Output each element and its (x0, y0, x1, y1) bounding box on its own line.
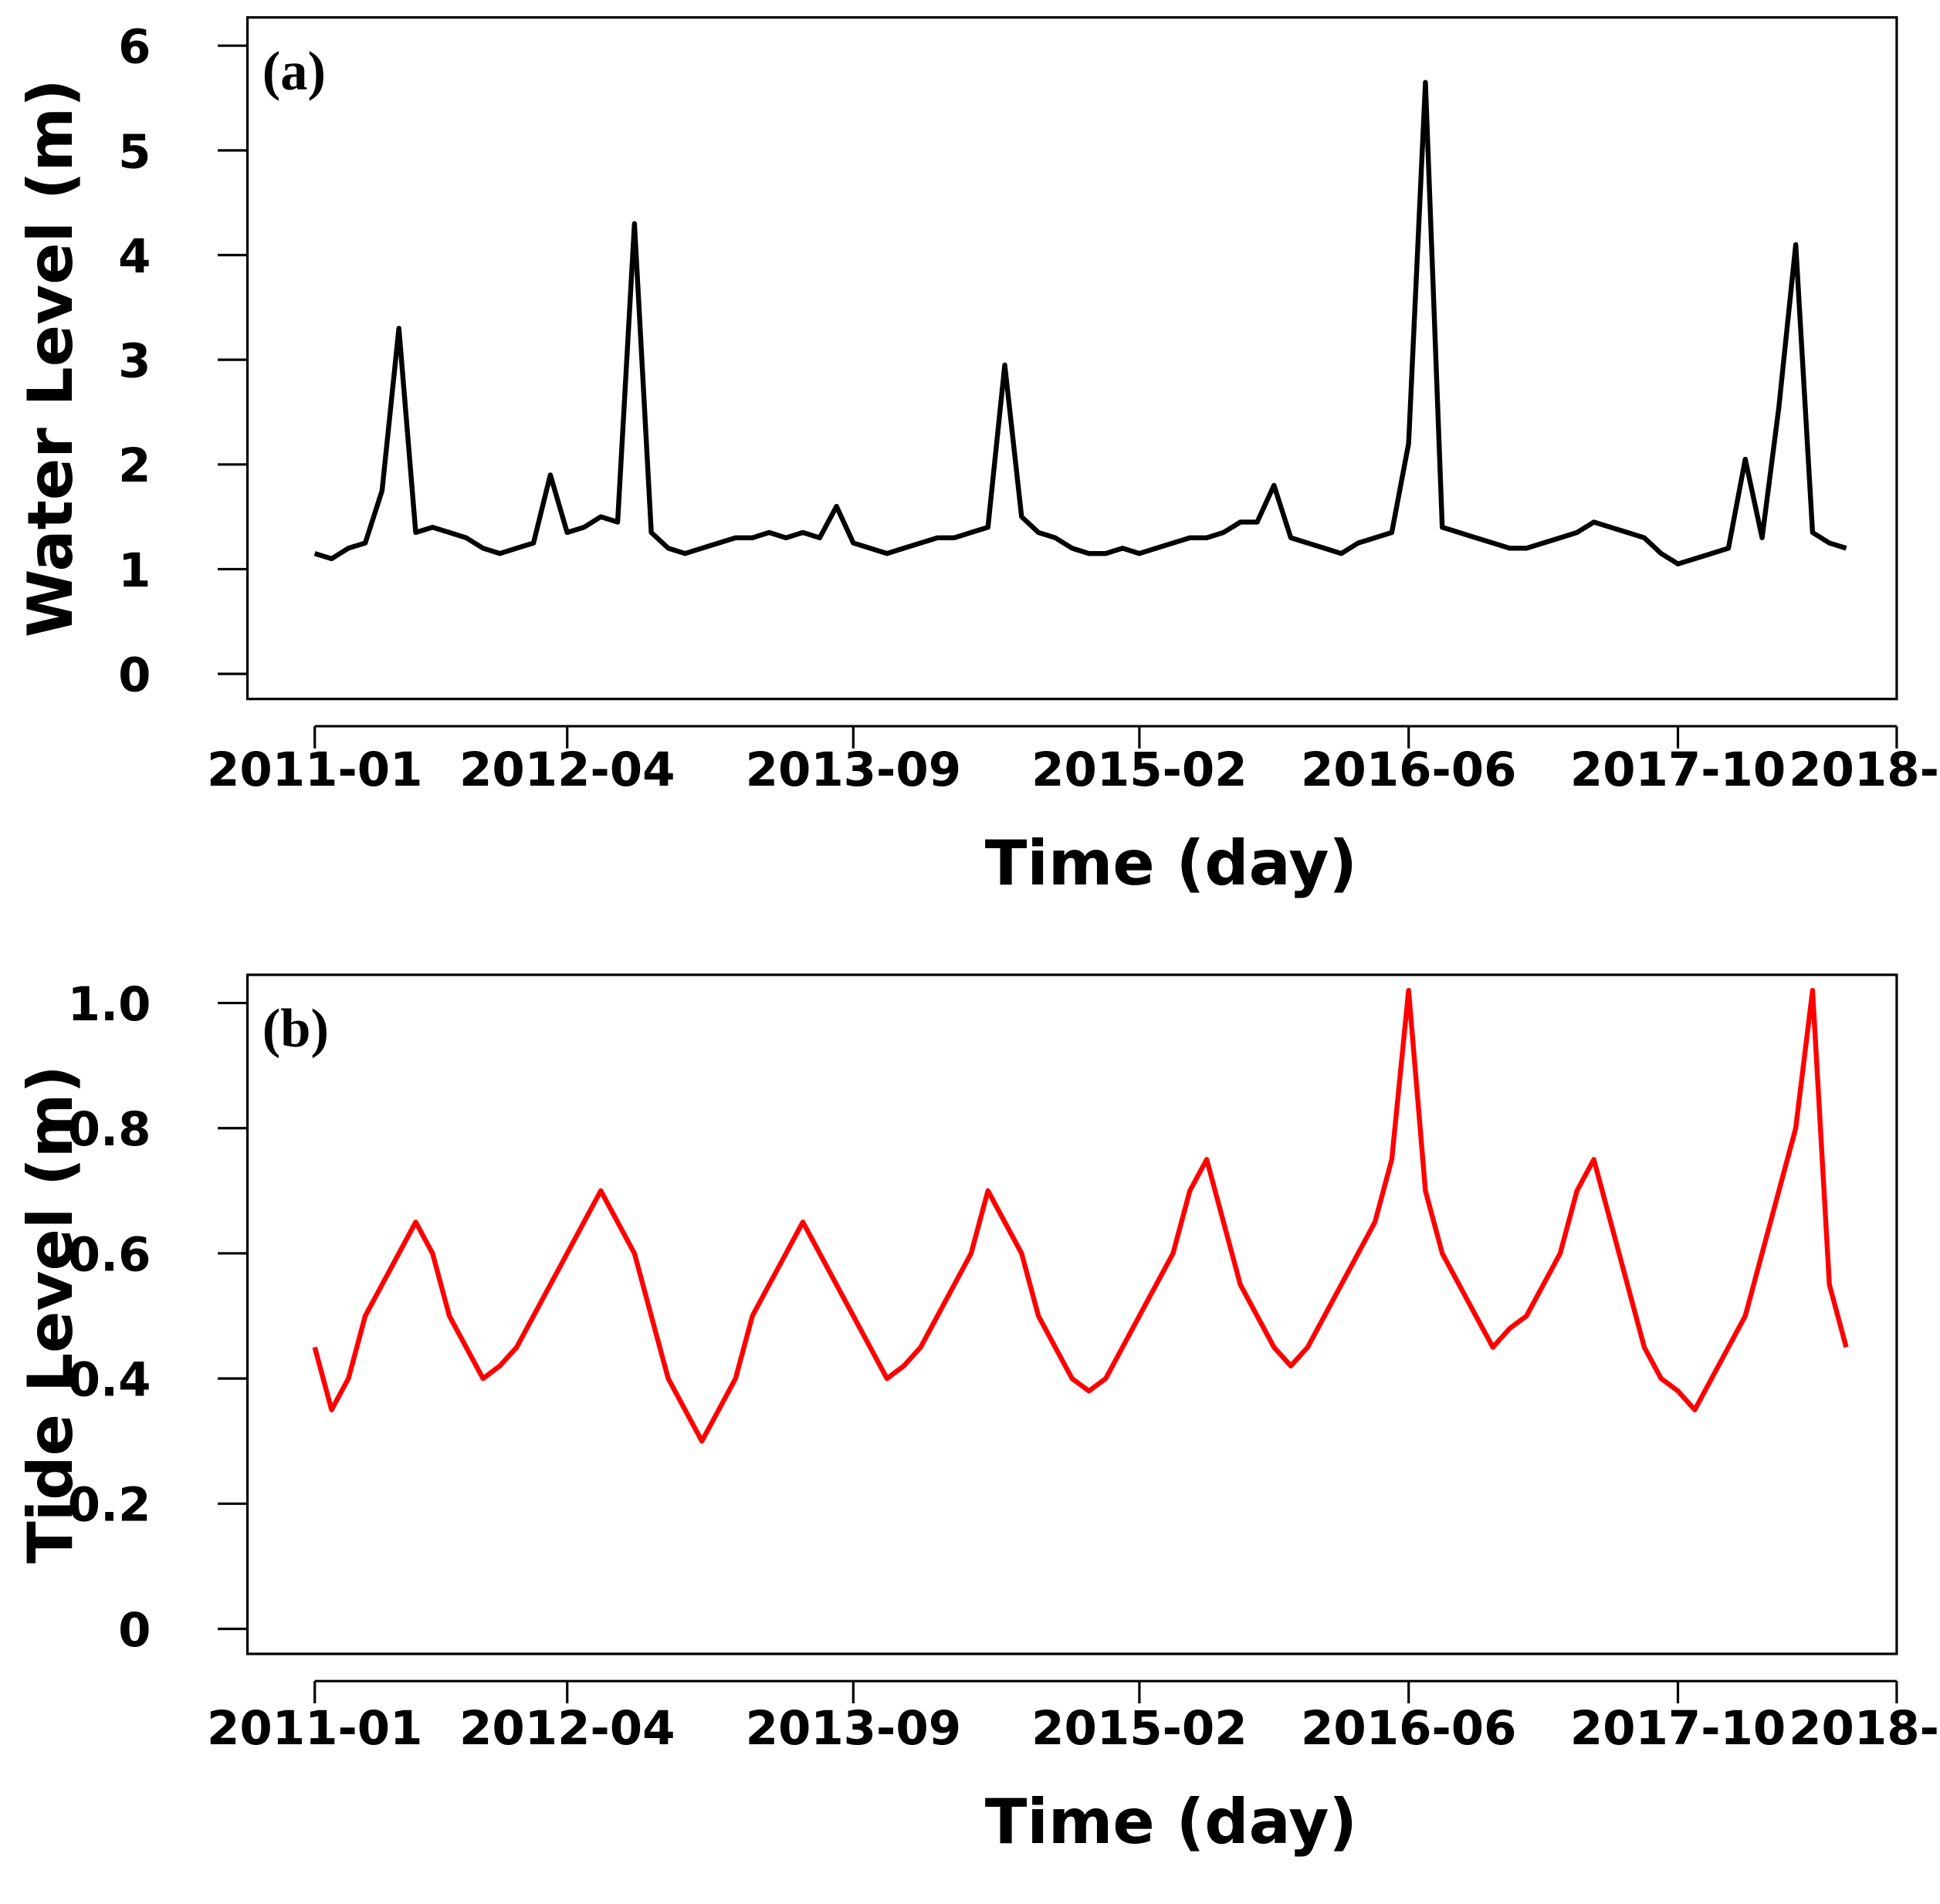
y-tick-label: 6 (118, 20, 151, 75)
y-axis-title: Water Level (m) (15, 79, 86, 637)
plot-frame (245, 973, 1898, 1655)
data-line (312, 988, 1849, 1444)
plot-frame (245, 15, 1898, 701)
x-tick-label: 2012-04 (459, 1701, 675, 1756)
y-tick-label: 0 (118, 1603, 151, 1658)
x-tick-label: 2012-04 (459, 742, 675, 797)
x-tick-label: 2015-02 (1031, 1701, 1247, 1756)
y-tick-label: 0.4 (68, 1353, 151, 1408)
x-tick-label: 2018-11 (1789, 1701, 1940, 1756)
y-tick-label: 0 (118, 648, 151, 703)
y-tick-label: 3 (118, 334, 151, 389)
x-tick-label: 2013-09 (746, 1701, 961, 1756)
panel-label: (a) (262, 42, 326, 102)
x-tick-label: 2018-11 (1789, 742, 1940, 797)
x-axis-title: Time (day) (985, 827, 1357, 899)
y-tick-label: 0.8 (68, 1102, 151, 1157)
y-tick-label: 0.2 (68, 1478, 151, 1533)
x-tick-label: 2017-10 (1570, 742, 1786, 797)
y-tick-label: 0.6 (68, 1227, 151, 1282)
y-tick-label: 4 (118, 229, 151, 284)
data-line (313, 79, 1847, 566)
x-tick-label: 2013-09 (746, 742, 961, 797)
x-axis-title: Time (day) (985, 1786, 1357, 1858)
y-tick-label: 2 (118, 438, 151, 493)
y-tick-label: 1.0 (68, 977, 151, 1032)
panel-label: (b) (262, 999, 329, 1059)
x-tick-label: 2016-06 (1301, 742, 1516, 797)
x-tick-label: 2011-01 (207, 742, 422, 797)
x-tick-label: 2015-02 (1031, 742, 1247, 797)
y-tick-label: 5 (118, 124, 151, 179)
x-tick-label: 2016-06 (1301, 1701, 1516, 1756)
y-axis-title: Tide Level (m) (15, 1065, 86, 1564)
y-tick-label: 1 (118, 543, 151, 598)
x-tick-label: 2017-10 (1570, 1701, 1786, 1756)
x-tick-label: 2011-01 (207, 1701, 422, 1756)
